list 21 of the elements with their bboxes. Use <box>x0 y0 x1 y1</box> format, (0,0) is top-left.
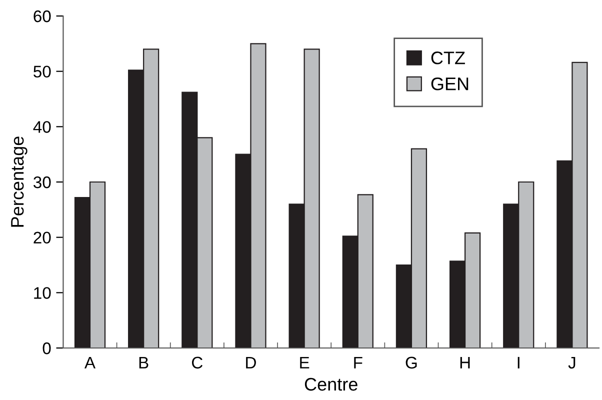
x-tick-label: E <box>300 356 310 368</box>
y-tick-label: 10 <box>34 287 51 299</box>
x-tick-label: A <box>84 356 96 368</box>
x-tick-label: B <box>139 356 148 368</box>
y-tick-label: 30 <box>34 176 51 188</box>
x-tick-label: D <box>246 356 256 368</box>
x-tick-label: G <box>406 356 417 369</box>
legend-label: GEN <box>431 77 468 90</box>
y-axis-title: Percentage <box>11 136 28 227</box>
y-tick-label: 40 <box>33 121 51 133</box>
y-tick-label: 0 <box>42 342 51 354</box>
x-tick-label: H <box>460 356 470 368</box>
legend-label: CTZ <box>431 52 465 64</box>
x-axis-title: Centre <box>304 378 358 391</box>
y-tick-label: 60 <box>34 10 51 22</box>
y-tick-label: 50 <box>34 66 51 78</box>
y-tick-label: 20 <box>34 232 51 244</box>
x-tick-label: I <box>518 356 520 368</box>
x-tick-label: F <box>354 356 362 368</box>
x-tick-label: C <box>192 356 203 369</box>
x-tick-label: J <box>568 356 576 369</box>
